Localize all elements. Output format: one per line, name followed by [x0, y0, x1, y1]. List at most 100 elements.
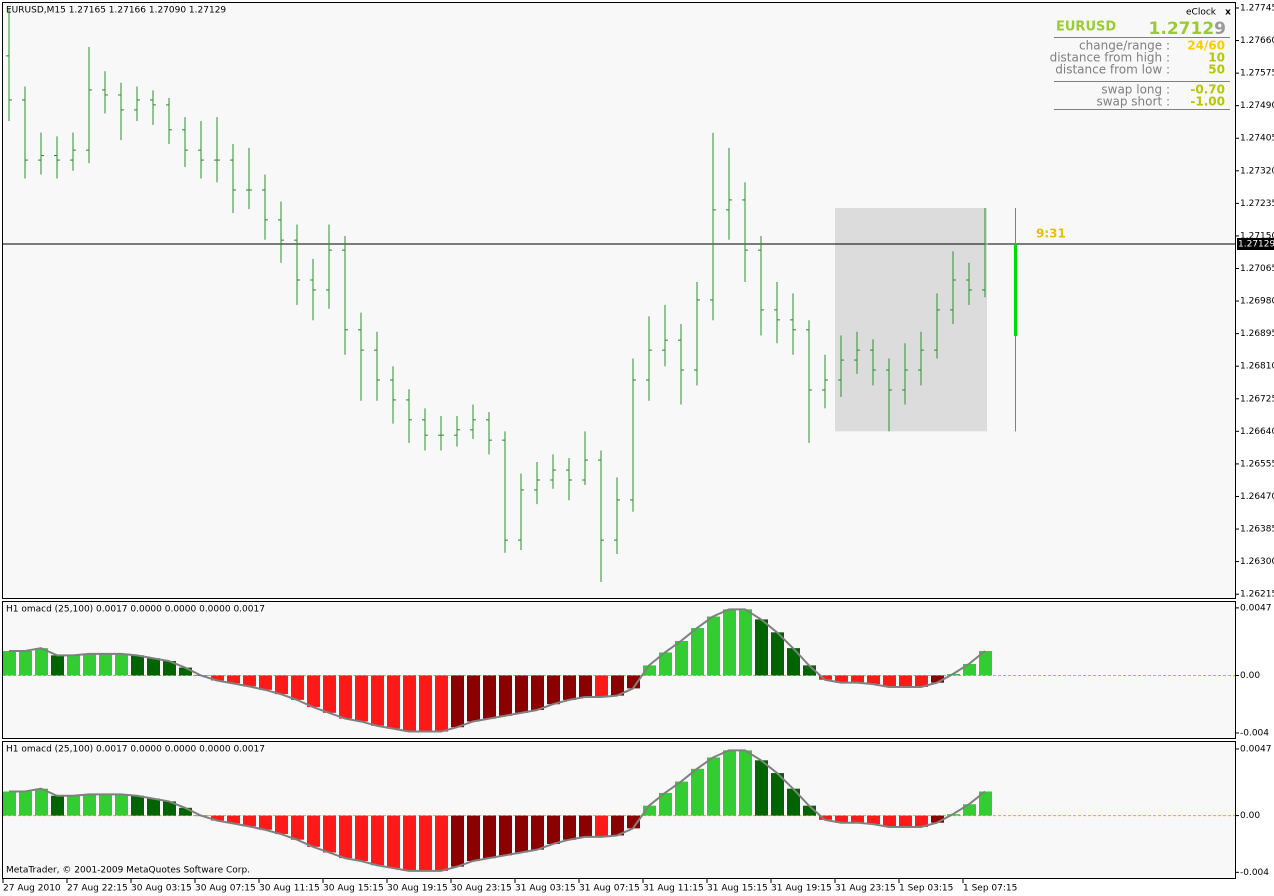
- histogram-bar: [403, 815, 416, 871]
- histogram-bar: [307, 815, 320, 847]
- histogram-bar: [19, 651, 32, 676]
- histogram-bar: [243, 675, 256, 687]
- histogram-bar: [99, 794, 112, 816]
- histogram-bar: [851, 815, 864, 823]
- histogram-bar: [755, 760, 768, 816]
- histogram-bar: [803, 665, 816, 676]
- histogram-bar: [915, 675, 928, 687]
- histogram-bar: [483, 675, 496, 719]
- histogram-bar: [115, 794, 128, 816]
- x-tick-label: 1 Sep 03:15: [899, 884, 953, 894]
- histogram-bar: [115, 653, 128, 676]
- eclock-value: 24/60: [1187, 39, 1225, 53]
- histogram-bar: [595, 675, 608, 698]
- histogram-bar: [627, 815, 640, 829]
- x-tick-label: 30 Aug 11:15: [259, 884, 320, 894]
- histogram-bar: [563, 675, 576, 700]
- histogram-bar: [3, 651, 16, 676]
- y-tick-label: 0.00: [1240, 671, 1260, 681]
- histogram-bar: [467, 675, 480, 722]
- x-tick-label: 31 Aug 15:15: [707, 884, 768, 894]
- histogram-bar: [579, 675, 592, 698]
- histogram-bar: [163, 801, 176, 816]
- histogram-bar: [675, 781, 688, 816]
- histogram-bar: [483, 815, 496, 859]
- x-tick-label: 31 Aug 23:15: [835, 884, 896, 894]
- histogram-bar: [67, 795, 80, 816]
- y-tick-label: 1.27575: [1240, 69, 1274, 79]
- x-tick-label: 30 Aug 19:15: [387, 884, 448, 894]
- histogram-bar: [211, 815, 224, 821]
- current-price-label: 1.27129: [1238, 239, 1274, 249]
- histogram-bar: [963, 804, 976, 816]
- x-tick-label: 30 Aug 15:15: [323, 884, 384, 894]
- histogram-bar: [979, 791, 992, 816]
- histogram-bar: [899, 675, 912, 687]
- histogram-bar: [227, 675, 240, 684]
- histogram-bar: [739, 750, 752, 816]
- histogram-bar: [275, 675, 288, 695]
- histogram-bar: [435, 675, 448, 732]
- x-tick-label: 31 Aug 03:15: [515, 884, 576, 894]
- eclock-label: swap short :: [1096, 95, 1170, 109]
- eclock-close[interactable]: x: [1225, 8, 1231, 18]
- eclock-label: swap long :: [1101, 83, 1170, 97]
- histogram-bar: [627, 675, 640, 689]
- histogram-bar: [819, 815, 832, 820]
- eclock-value: -1.00: [1190, 95, 1225, 109]
- histogram-bar: [931, 675, 944, 683]
- y-tick-label: 1.26215: [1240, 590, 1274, 600]
- y-tick-label: 1.27660: [1240, 36, 1274, 46]
- y-tick-label: 1.27150: [1240, 231, 1274, 241]
- macd-panel: [2, 741, 1236, 879]
- x-tick-label: 1 Sep 07:15: [963, 884, 1017, 894]
- y-tick-label: 1.27405: [1240, 134, 1274, 144]
- signal-line: [9, 608, 986, 733]
- histogram-bar: [339, 675, 352, 719]
- histogram-bar: [771, 773, 784, 816]
- histogram-bar: [611, 675, 624, 696]
- y-tick-label: 1.26640: [1240, 427, 1274, 437]
- histogram-bar: [691, 768, 704, 816]
- histogram-bar: [931, 815, 944, 823]
- histogram-bar: [643, 805, 656, 816]
- histogram-bar: [547, 675, 560, 705]
- histogram-bar: [611, 815, 624, 836]
- y-tick-label: 1.27235: [1240, 199, 1274, 209]
- histogram-bar: [579, 815, 592, 837]
- y-tick-label: 0.00: [1240, 811, 1260, 821]
- histogram-bar: [531, 675, 544, 710]
- histogram-bar: [723, 750, 736, 816]
- eclock-label: distance from high :: [1050, 51, 1170, 65]
- histogram-bar: [131, 795, 144, 816]
- histogram-bar: [515, 815, 528, 853]
- histogram-bar: [291, 675, 304, 700]
- panel-title: H1 omacd (25,100) 0.0017 0.0000 0.0000 0…: [6, 605, 265, 615]
- histogram-bar: [915, 815, 928, 827]
- histogram-bar: [467, 815, 480, 861]
- x-tick-label: 27 Aug 22:15: [67, 884, 128, 894]
- histogram-bar: [419, 815, 432, 871]
- histogram-bar: [867, 675, 880, 685]
- x-tick-label: 27 Aug 2010: [3, 884, 61, 894]
- histogram-bar: [435, 815, 448, 871]
- histogram-bar: [227, 815, 240, 824]
- x-tick-label: 30 Aug 23:15: [451, 884, 512, 894]
- histogram-bar: [163, 661, 176, 676]
- histogram-bar: [675, 640, 688, 676]
- histogram-bar: [307, 675, 320, 708]
- histogram-bar: [371, 815, 384, 866]
- histogram-bar: [787, 648, 800, 676]
- histogram-bar: [387, 815, 400, 869]
- histogram-bar: [355, 675, 368, 722]
- histogram-bar: [323, 815, 336, 853]
- histogram-bar: [291, 815, 304, 840]
- histogram-bar: [131, 655, 144, 676]
- histogram-bar: [99, 653, 112, 676]
- eclock-value: 10: [1208, 51, 1225, 65]
- x-tick-label: 31 Aug 11:15: [643, 884, 704, 894]
- x-tick-label: 31 Aug 07:15: [579, 884, 640, 894]
- histogram-bar: [819, 675, 832, 680]
- histogram-bar: [419, 675, 432, 732]
- histogram-bar: [35, 788, 48, 816]
